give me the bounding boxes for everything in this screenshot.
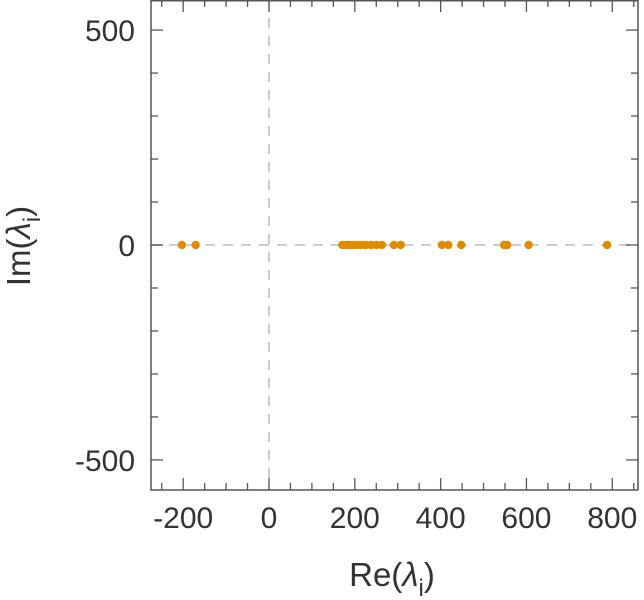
axis-ticks — [151, 0, 638, 490]
x-tick-label: 400 — [416, 502, 466, 535]
data-point — [377, 240, 387, 250]
data-point — [457, 240, 466, 250]
y-tick-label: -500 — [75, 445, 135, 478]
x-tick-label: 0 — [261, 502, 278, 535]
data-point — [444, 240, 453, 250]
data-point — [191, 240, 200, 250]
tick-labels: -200 0 200 400 600 800 -500 0 500 — [75, 15, 637, 535]
x-tick-label: -200 — [153, 502, 213, 535]
data-point — [396, 240, 405, 250]
data-point — [177, 240, 187, 250]
x-tick-label: 800 — [587, 502, 637, 535]
x-tick-label: 600 — [501, 502, 551, 535]
x-tick-label: 200 — [330, 502, 380, 535]
data-point — [524, 240, 533, 250]
data-point — [602, 240, 612, 250]
data-point — [437, 240, 447, 250]
data-point — [502, 240, 512, 250]
x-axis-label: Re(λi) — [349, 556, 435, 600]
y-tick-label: 500 — [85, 15, 135, 48]
data-point — [389, 240, 399, 250]
y-tick-label: 0 — [118, 230, 135, 263]
y-axis-label: Im(λi) — [0, 206, 46, 286]
data-points — [177, 240, 612, 250]
plot-frame — [150, 0, 639, 491]
